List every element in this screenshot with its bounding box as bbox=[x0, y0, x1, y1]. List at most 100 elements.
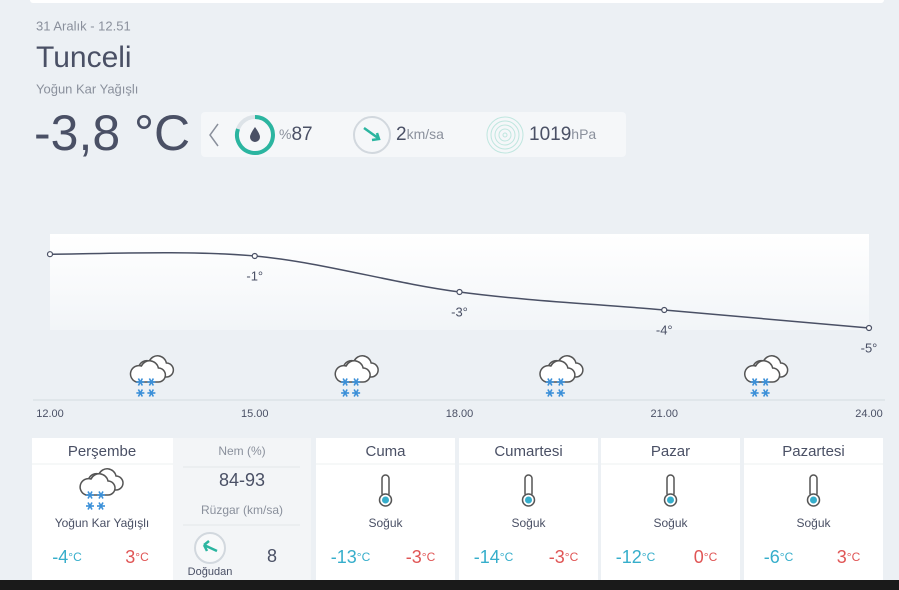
point bbox=[456, 288, 463, 296]
snow-icon bbox=[539, 355, 584, 397]
chart-area bbox=[50, 234, 869, 330]
snowflake bbox=[352, 389, 361, 397]
day-name: Cumartesi bbox=[494, 443, 562, 460]
min-temp: -12°C bbox=[616, 547, 656, 567]
forecast-card bbox=[744, 438, 883, 584]
drop-icon bbox=[250, 127, 260, 142]
flake-arm bbox=[547, 389, 553, 397]
snowflake bbox=[97, 502, 105, 510]
flake-arm bbox=[137, 378, 144, 386]
max-value: 3 bbox=[837, 547, 847, 567]
thermometer-icon bbox=[663, 474, 678, 507]
day-condition: Yoğun Kar Yağışlı bbox=[55, 516, 150, 530]
flake-arm bbox=[558, 389, 564, 397]
max-temp: 3°C bbox=[837, 547, 861, 567]
cloud bbox=[129, 360, 167, 383]
thermo-fill bbox=[667, 496, 674, 504]
flake-arm bbox=[98, 502, 104, 510]
value-label: -3° bbox=[451, 304, 468, 319]
snowflake bbox=[136, 389, 145, 397]
flake-arm bbox=[762, 378, 769, 386]
min-value: -14 bbox=[474, 547, 500, 567]
max-temp: 0°C bbox=[694, 547, 718, 567]
point bbox=[46, 251, 54, 258]
snowflake bbox=[136, 378, 145, 386]
snowflake bbox=[147, 389, 156, 397]
cloud bbox=[539, 360, 576, 383]
day-condition: Soğuk bbox=[796, 516, 831, 530]
snowflake bbox=[556, 378, 565, 386]
snow-icon bbox=[129, 355, 175, 397]
flake-arm bbox=[87, 502, 93, 510]
flake-arm bbox=[558, 378, 564, 386]
temp-unit: °C bbox=[780, 550, 794, 564]
snowflake bbox=[147, 378, 156, 386]
min-temp: -13°C bbox=[331, 547, 371, 567]
snow-icon bbox=[744, 355, 789, 397]
flake-arm bbox=[353, 389, 359, 397]
flake-arm bbox=[342, 378, 348, 386]
bottom-bar bbox=[0, 580, 899, 590]
flake-arm bbox=[353, 378, 359, 386]
humidity-ring bbox=[234, 115, 275, 155]
today-details bbox=[173, 438, 311, 584]
chevron[interactable] bbox=[209, 123, 219, 147]
max-temp: 3°C bbox=[125, 547, 149, 567]
flake-arm bbox=[148, 389, 155, 397]
snowflake bbox=[97, 491, 105, 499]
x-tick-label: 18.00 bbox=[446, 408, 474, 420]
snowflake bbox=[761, 389, 770, 397]
day-condition: Soğuk bbox=[653, 516, 688, 530]
day-condition: Soğuk bbox=[368, 516, 403, 530]
snowflake bbox=[750, 389, 759, 397]
thermo-fill bbox=[382, 496, 389, 504]
wind-speed: 8 bbox=[267, 546, 277, 566]
humidity-unit: % bbox=[279, 126, 291, 142]
forecast-card bbox=[316, 438, 455, 584]
flake-arm bbox=[148, 378, 155, 386]
city: Tunceli bbox=[36, 41, 132, 74]
temp-unit: °C bbox=[135, 550, 149, 564]
thermo-fill bbox=[525, 496, 532, 504]
temp-unit: °C bbox=[642, 550, 656, 564]
snowflake bbox=[341, 389, 350, 397]
forecast-card bbox=[459, 438, 598, 584]
temp-unit: °C bbox=[68, 550, 82, 564]
flake-arm bbox=[762, 389, 769, 397]
snowflake bbox=[545, 378, 554, 386]
snowflake bbox=[545, 389, 554, 397]
flake-arm bbox=[98, 491, 104, 499]
wind-arrow bbox=[363, 126, 381, 142]
day-name: Cuma bbox=[365, 443, 406, 460]
humidity-value: 87 bbox=[291, 124, 312, 145]
max-value: -3 bbox=[549, 547, 565, 567]
x-tick-label: 15.00 bbox=[241, 408, 269, 420]
min-temp: -4°C bbox=[52, 547, 82, 567]
humidity-label: Nem (%) bbox=[218, 444, 265, 458]
day-name: Perşembe bbox=[68, 443, 136, 460]
min-temp: -6°C bbox=[764, 547, 794, 567]
flake-arm bbox=[547, 378, 553, 386]
x-tick-label: 21.00 bbox=[650, 408, 678, 420]
min-value: -12 bbox=[616, 547, 642, 567]
snow-icon bbox=[79, 468, 124, 510]
wind-unit: km/sa bbox=[407, 126, 445, 142]
top-card bbox=[30, 0, 884, 3]
max-temp: -3°C bbox=[549, 547, 579, 567]
cloud bbox=[334, 360, 371, 383]
cloud bbox=[744, 360, 781, 383]
wind-value: 2 bbox=[396, 124, 407, 145]
snowflake bbox=[341, 378, 350, 386]
max-temp: -3°C bbox=[406, 547, 436, 567]
temp-unit: °C bbox=[422, 550, 436, 564]
condition: Yoğun Kar Yağışlı bbox=[36, 81, 138, 96]
x-tick-label: 24.00 bbox=[855, 408, 883, 420]
x-tick-label: 12.00 bbox=[36, 408, 64, 420]
snowflake bbox=[750, 378, 759, 386]
value-label: -5° bbox=[861, 340, 878, 355]
flake-arm bbox=[751, 378, 758, 386]
point bbox=[661, 306, 668, 314]
wind-dir-arrow bbox=[202, 540, 218, 553]
point bbox=[251, 252, 258, 260]
